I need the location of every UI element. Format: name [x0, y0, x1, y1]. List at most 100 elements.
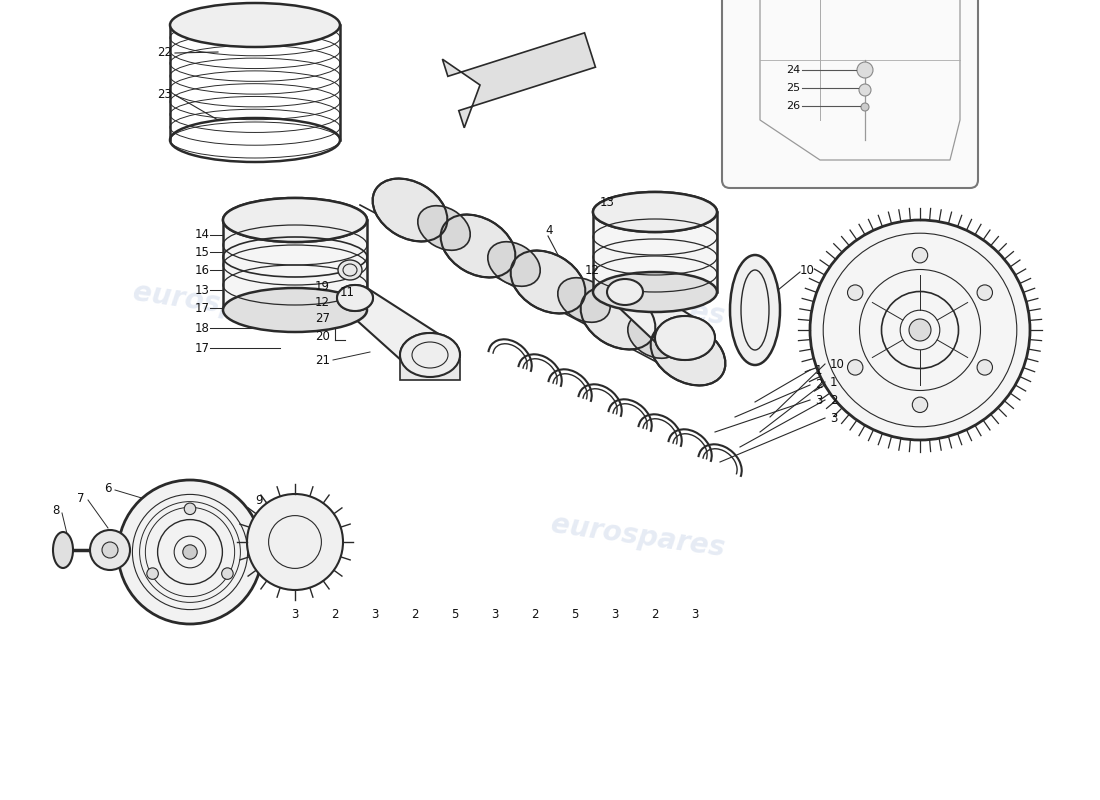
Text: 8: 8: [53, 503, 60, 517]
Text: 20: 20: [315, 330, 330, 343]
Ellipse shape: [593, 192, 717, 232]
Text: 3: 3: [292, 609, 299, 622]
Circle shape: [222, 568, 233, 579]
Text: 2: 2: [815, 378, 823, 391]
Ellipse shape: [654, 316, 715, 360]
Circle shape: [810, 220, 1030, 440]
Circle shape: [847, 360, 862, 375]
Text: 21: 21: [315, 354, 330, 366]
Text: 10: 10: [800, 263, 815, 277]
Text: 13: 13: [601, 195, 615, 209]
Ellipse shape: [400, 333, 460, 377]
Text: 19: 19: [315, 281, 330, 294]
Ellipse shape: [593, 272, 717, 312]
Ellipse shape: [373, 178, 448, 242]
Text: 27: 27: [315, 313, 330, 326]
Text: eurospares: eurospares: [131, 278, 309, 330]
Text: 23: 23: [157, 89, 172, 102]
Text: 2: 2: [411, 609, 419, 622]
Text: 5: 5: [571, 609, 579, 622]
Text: eurospares: eurospares: [549, 278, 727, 330]
Text: 7: 7: [77, 491, 85, 505]
Text: 12: 12: [585, 263, 600, 277]
Circle shape: [857, 62, 873, 78]
Text: 3: 3: [372, 609, 378, 622]
Text: 13: 13: [195, 283, 210, 297]
Ellipse shape: [581, 286, 656, 350]
Text: 3: 3: [691, 609, 698, 622]
Text: 24: 24: [785, 65, 800, 75]
Text: 5: 5: [451, 609, 459, 622]
Ellipse shape: [53, 532, 73, 568]
Polygon shape: [400, 360, 460, 380]
Ellipse shape: [223, 198, 367, 242]
Text: eurospares: eurospares: [549, 510, 727, 562]
Circle shape: [847, 285, 862, 300]
Text: 3: 3: [815, 394, 823, 406]
Ellipse shape: [607, 279, 644, 305]
Circle shape: [102, 542, 118, 558]
Text: 11: 11: [340, 286, 355, 298]
Circle shape: [912, 247, 927, 263]
Circle shape: [183, 545, 197, 559]
Ellipse shape: [170, 3, 340, 47]
Ellipse shape: [593, 192, 717, 232]
Text: 4: 4: [544, 223, 552, 237]
Circle shape: [977, 360, 992, 375]
Text: 17: 17: [195, 302, 210, 314]
Text: 12: 12: [315, 297, 330, 310]
Ellipse shape: [730, 255, 780, 365]
Circle shape: [184, 503, 196, 514]
Circle shape: [977, 285, 992, 300]
Ellipse shape: [558, 278, 611, 322]
Text: eurospares: eurospares: [131, 510, 309, 562]
Circle shape: [146, 568, 158, 579]
Ellipse shape: [510, 250, 585, 314]
Text: 3: 3: [612, 609, 618, 622]
Circle shape: [248, 494, 343, 590]
Text: 18: 18: [195, 322, 210, 334]
Text: 25: 25: [785, 83, 800, 93]
Polygon shape: [343, 288, 448, 370]
Text: 3: 3: [830, 411, 837, 425]
Ellipse shape: [223, 288, 367, 332]
Ellipse shape: [487, 242, 540, 286]
Text: 10: 10: [830, 358, 845, 370]
FancyBboxPatch shape: [722, 0, 978, 188]
Text: 3: 3: [492, 609, 498, 622]
Text: 2: 2: [651, 609, 659, 622]
Polygon shape: [613, 282, 703, 353]
Polygon shape: [442, 33, 595, 128]
Circle shape: [90, 530, 130, 570]
Text: 26: 26: [785, 101, 800, 111]
Circle shape: [859, 84, 871, 96]
Text: 16: 16: [195, 263, 210, 277]
Text: 6: 6: [104, 482, 112, 494]
Text: 22: 22: [157, 46, 172, 59]
Circle shape: [912, 397, 927, 413]
Text: 9: 9: [255, 494, 263, 506]
Text: 14: 14: [195, 229, 210, 242]
Ellipse shape: [628, 314, 680, 358]
Ellipse shape: [441, 214, 516, 278]
Circle shape: [909, 319, 931, 341]
Text: 1: 1: [815, 363, 823, 377]
Ellipse shape: [337, 285, 373, 311]
Text: 2: 2: [830, 394, 837, 406]
Polygon shape: [223, 220, 367, 310]
Ellipse shape: [337, 285, 373, 311]
Text: 2: 2: [531, 609, 539, 622]
Text: 1: 1: [830, 375, 837, 389]
Ellipse shape: [607, 279, 644, 305]
Ellipse shape: [223, 198, 367, 242]
Text: 2: 2: [331, 609, 339, 622]
Text: 15: 15: [195, 246, 210, 258]
Circle shape: [861, 103, 869, 111]
Circle shape: [118, 480, 262, 624]
Polygon shape: [593, 212, 717, 292]
Ellipse shape: [400, 333, 460, 377]
Ellipse shape: [654, 316, 715, 360]
Text: 17: 17: [195, 342, 210, 354]
Ellipse shape: [338, 260, 362, 280]
Ellipse shape: [650, 322, 725, 386]
